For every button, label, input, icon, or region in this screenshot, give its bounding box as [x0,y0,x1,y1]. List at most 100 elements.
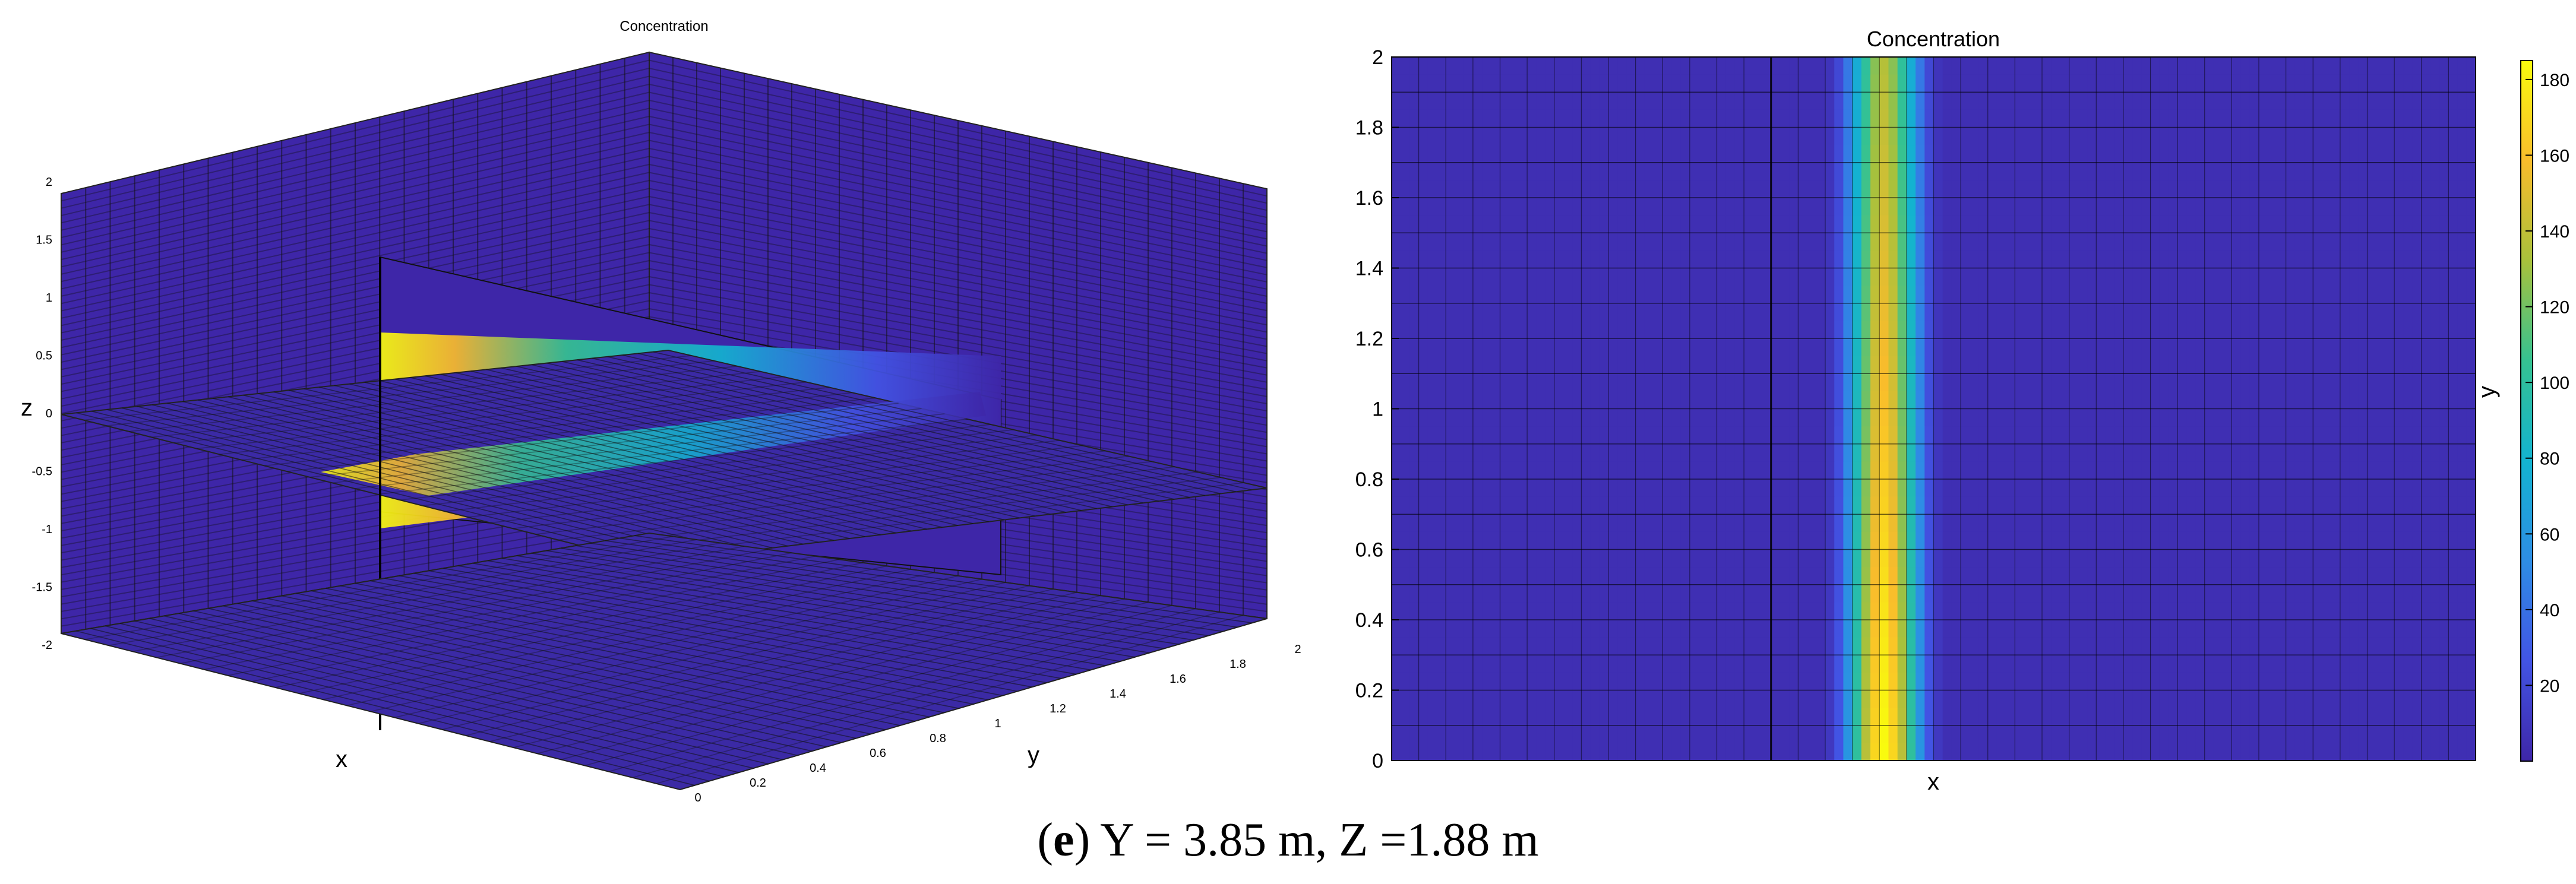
heatmap-cell [1644,92,1654,110]
heatmap-cell [1572,637,1582,655]
heatmap-cell [2403,743,2413,761]
heatmap-cell [1771,743,1781,761]
heatmap-cell [1961,74,1970,93]
heatmap-cell [2249,514,2259,533]
heatmap-cell [1843,215,1853,233]
heatmap-cell [1482,127,1491,145]
heatmap-cell [1780,461,1790,480]
heatmap-cell [2223,496,2232,515]
heatmap-cell [1527,74,1537,93]
heatmap-cell [1608,496,1618,515]
heatmap-cell [1861,743,1871,761]
heatmap-cell [2150,109,2160,128]
heatmap-cell [2232,145,2242,163]
heatmap-cell [1825,198,1835,216]
heatmap-cell [1671,198,1681,216]
heatmap-cell [1970,655,1980,673]
heatmap-cell [1590,602,1600,620]
heatmap-cell [2268,109,2278,128]
heatmap-cell [2132,303,2142,321]
heatmap-cell [1789,637,1799,655]
heatmap-cell [1662,708,1673,726]
heatmap-cell [2168,690,2178,708]
heatmap-cell [2096,356,2106,374]
heatmap-cell [2213,338,2223,357]
heatmap-cell [1987,743,1997,761]
heatmap-cell [1879,531,1889,550]
heatmap-cell [2159,145,2169,163]
heatmap-cell [1527,461,1537,480]
heatmap-cell [1852,356,1862,374]
heatmap-cell [1581,725,1591,743]
heatmap-cell [1734,109,1744,128]
heatmap-cell [2006,373,2015,392]
heatmap-cell [1662,145,1673,163]
heatmap-cell [1744,215,1753,233]
heatmap-cell [1987,180,1997,198]
heatmap-cell [1888,356,1898,374]
heatmap-cell [2195,233,2205,251]
heatmap-cell [2060,690,2070,708]
heatmap-cell [1626,743,1636,761]
heatmap-cell [1870,655,1880,673]
heatmap-cell [1798,514,1808,533]
heatmap-cell [1617,531,1627,550]
heatmap-cell [1978,198,1989,216]
heatmap-cell [1816,127,1826,145]
heatmap-cell [2150,549,2160,568]
heatmap-cell [2159,725,2169,743]
heatmap-cell [1970,708,1980,726]
heatmap-cell [1951,356,1961,374]
heatmap-cell [1834,145,1844,163]
heatmap-cell [2340,725,2350,743]
heatmap-cell [2294,443,2305,462]
heatmap-cell [1717,338,1727,357]
heatmap-cell [1708,127,1718,145]
heatmap-cell [1734,672,1744,691]
heatmap-cell [1635,708,1645,726]
heatmap-cell [1816,408,1826,427]
heatmap-cell [2232,198,2242,216]
heatmap-cell [1536,672,1546,691]
heatmap-cell [2367,620,2377,638]
heatmap-cell [2132,268,2142,286]
heatmap-cell [1671,708,1681,726]
heatmap-cell [1392,496,1401,515]
heatmap-cell [2277,303,2287,321]
heatmap-cell [1689,127,1699,145]
heatmap-cell [1942,602,1952,620]
heatmap-cell [1942,373,1952,392]
heatmap-cell [2412,356,2422,374]
heatmap-cell [2249,567,2259,585]
heatmap-cell [2123,162,2133,180]
heatmap-cell [2223,92,2232,110]
heatmap-cell [2132,57,2142,75]
heatmap-cell [2277,286,2287,304]
heatmap-cell [1861,250,1871,269]
heatmap-cell [1870,743,1880,761]
heatmap-cell [1725,514,1736,533]
heatmap-cell [2069,620,2079,638]
heatmap-cell [2394,743,2404,761]
heatmap-cell [1879,408,1889,427]
heatmap-cell [1437,461,1446,480]
heatmap-cell [2259,567,2268,585]
heatmap-cell [1798,708,1808,726]
heatmap-cell [1699,426,1708,445]
heatmap-cell [1491,461,1501,480]
heatmap-cell [2105,672,2115,691]
heatmap-cell [1924,620,1935,638]
heatmap-cell [2286,109,2296,128]
heatmap-cell [1780,426,1790,445]
heatmap-cell [1599,268,1609,286]
heatmap-cell [2168,655,2178,673]
heatmap-cell [1446,461,1456,480]
heatmap-cell [2096,426,2106,445]
heatmap-cell [2403,303,2413,321]
heatmap-cell [2249,708,2259,726]
heatmap-cell [1527,145,1537,163]
heatmap-cell [1789,180,1799,198]
heatmap-cell [2024,286,2034,304]
heatmap-cell [1843,145,1853,163]
heatmap-cell [1762,496,1772,515]
